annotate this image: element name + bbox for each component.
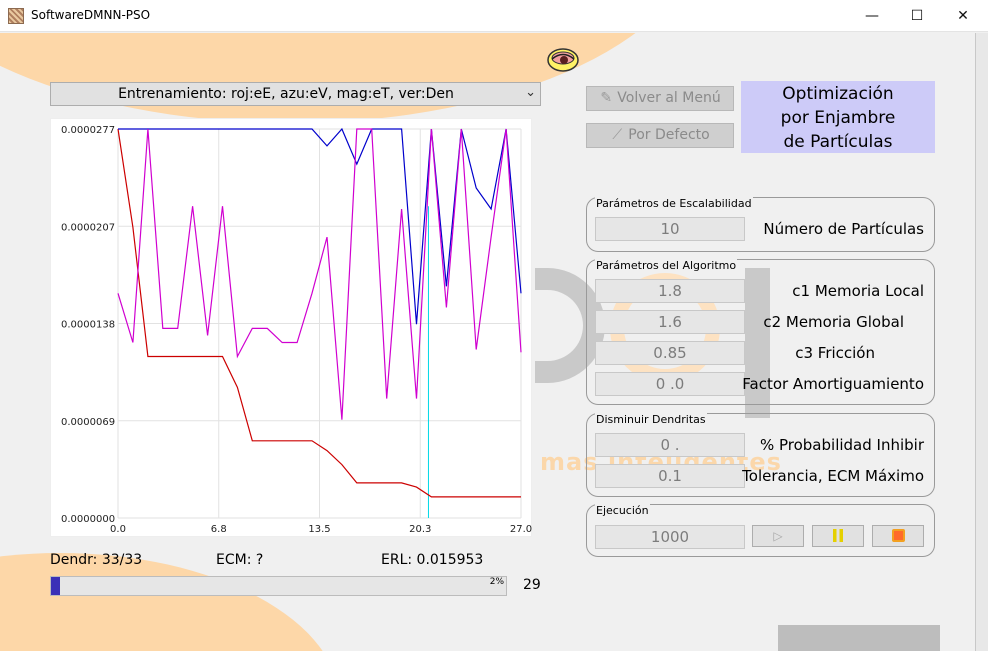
title-bar[interactable]: SoftwareDMNN-PSO — ☐ ✕ bbox=[0, 0, 988, 32]
algorithm-title-line: por Enjambre bbox=[780, 108, 896, 128]
minimize-button[interactable]: — bbox=[865, 8, 879, 24]
logo-watermark bbox=[745, 268, 770, 418]
x-tick-label: 0.0 bbox=[110, 524, 126, 535]
chart-series-magenta bbox=[117, 128, 522, 420]
y-tick-label: 0.0000207 bbox=[61, 222, 115, 233]
algorithm-title-line: de Partículas bbox=[783, 132, 893, 152]
algorithm-title-line: Optimización bbox=[782, 84, 894, 104]
chevron-down-icon: ⌄ bbox=[525, 85, 536, 100]
c3-field[interactable]: 0.85 bbox=[595, 341, 745, 365]
wand-icon: ⟋ bbox=[612, 127, 623, 143]
defaults-label: Por Defecto bbox=[628, 127, 710, 143]
back-to-menu-button[interactable]: ✎ Volver al Menú bbox=[586, 86, 734, 111]
iteration-count: 29 bbox=[523, 577, 541, 593]
tolerance-field[interactable]: 0.1 bbox=[595, 464, 745, 488]
c2-label: c2 Memoria Global bbox=[763, 313, 904, 331]
window-edge bbox=[975, 33, 988, 651]
main-panel: mas inteligentes Entrenamiento: roj:eE, … bbox=[0, 33, 975, 651]
c1-field[interactable]: 1.8 bbox=[595, 279, 745, 303]
chart-series-red bbox=[117, 128, 521, 498]
progress-fill bbox=[51, 577, 61, 595]
y-tick-label: 0.0000000 bbox=[61, 514, 115, 525]
dendrites-count: Dendr: 33/33 bbox=[50, 552, 143, 568]
c1-label: c1 Memoria Local bbox=[792, 282, 924, 300]
window-title: SoftwareDMNN-PSO bbox=[31, 8, 151, 22]
c3-label: c3 Fricción bbox=[795, 344, 875, 362]
status-panel bbox=[778, 625, 940, 651]
x-tick-label: 20.3 bbox=[409, 524, 431, 535]
brush-icon: ✎ bbox=[600, 90, 613, 106]
damping-label: Factor Amortiguamiento bbox=[742, 375, 924, 393]
x-tick-label: 6.8 bbox=[211, 524, 227, 535]
damping-field[interactable]: 0 .0 bbox=[595, 372, 745, 396]
chart-grid bbox=[117, 128, 522, 519]
group-title: Disminuir Dendritas bbox=[595, 413, 707, 426]
y-tick-label: 0.0000277 bbox=[61, 125, 115, 136]
eye-icon bbox=[547, 48, 579, 72]
y-tick-label: 0.0000069 bbox=[61, 417, 115, 428]
play-button[interactable]: ▷ bbox=[752, 525, 804, 547]
x-tick-label: 13.5 bbox=[308, 524, 330, 535]
pause-icon bbox=[813, 526, 863, 546]
stop-icon bbox=[873, 526, 923, 546]
algorithm-title: Optimización por Enjambre de Partículas bbox=[741, 81, 935, 153]
inhibit-probability-label: % Probabilidad Inhibir bbox=[759, 436, 924, 454]
algorithm-group: Parámetros del Algoritmo 1.8 c1 Memoria … bbox=[586, 259, 935, 405]
group-title: Parámetros del Algoritmo bbox=[595, 259, 738, 272]
tolerance-label: Tolerancia, ECM Máximo bbox=[742, 467, 924, 485]
play-icon: ▷ bbox=[773, 529, 783, 543]
x-tick-label: 27.0 bbox=[510, 524, 532, 535]
group-title: Parámetros de Escalabilidad bbox=[595, 197, 753, 210]
group-title: Ejecución bbox=[595, 504, 650, 517]
dendrites-group: Disminuir Dendritas 0 . % Probabilidad I… bbox=[586, 413, 935, 497]
app-icon bbox=[8, 8, 24, 24]
maximize-button[interactable]: ☐ bbox=[910, 8, 924, 24]
progress-bar: 2% bbox=[50, 576, 507, 596]
c2-field[interactable]: 1.6 bbox=[595, 310, 745, 334]
iterations-field[interactable]: 1000 bbox=[595, 525, 745, 549]
close-button[interactable]: ✕ bbox=[957, 8, 969, 24]
inhibit-probability-field[interactable]: 0 . bbox=[595, 433, 745, 457]
training-select[interactable]: Entrenamiento: roj:eE, azu:eV, mag:eT, v… bbox=[50, 82, 541, 106]
pause-button[interactable] bbox=[812, 525, 864, 547]
particles-field[interactable]: 10 bbox=[595, 217, 745, 241]
training-select-value: Entrenamiento: roj:eE, azu:eV, mag:eT, v… bbox=[118, 86, 454, 102]
progress-percent: 2% bbox=[489, 577, 504, 587]
particles-label: Número de Partículas bbox=[763, 220, 924, 238]
back-to-menu-label: Volver al Menú bbox=[617, 90, 721, 106]
chart-series-blue bbox=[118, 127, 522, 325]
ecm-value: ECM: ? bbox=[216, 552, 264, 568]
erl-value: ERL: 0.015953 bbox=[381, 552, 484, 568]
stop-button[interactable] bbox=[872, 525, 924, 547]
error-chart: 0.0000000 0.0000069 0.0000138 0.0000207 0.00… bbox=[50, 118, 532, 537]
scalability-group: Parámetros de Escalabilidad 10 Número de… bbox=[586, 197, 935, 252]
execution-group: Ejecución 1000 ▷ bbox=[586, 504, 935, 557]
defaults-button[interactable]: ⟋ Por Defecto bbox=[586, 123, 734, 148]
y-tick-label: 0.0000138 bbox=[61, 320, 115, 331]
chart-canvas: 0.00000000.00000690.00001380.00002070.00… bbox=[61, 125, 532, 535]
